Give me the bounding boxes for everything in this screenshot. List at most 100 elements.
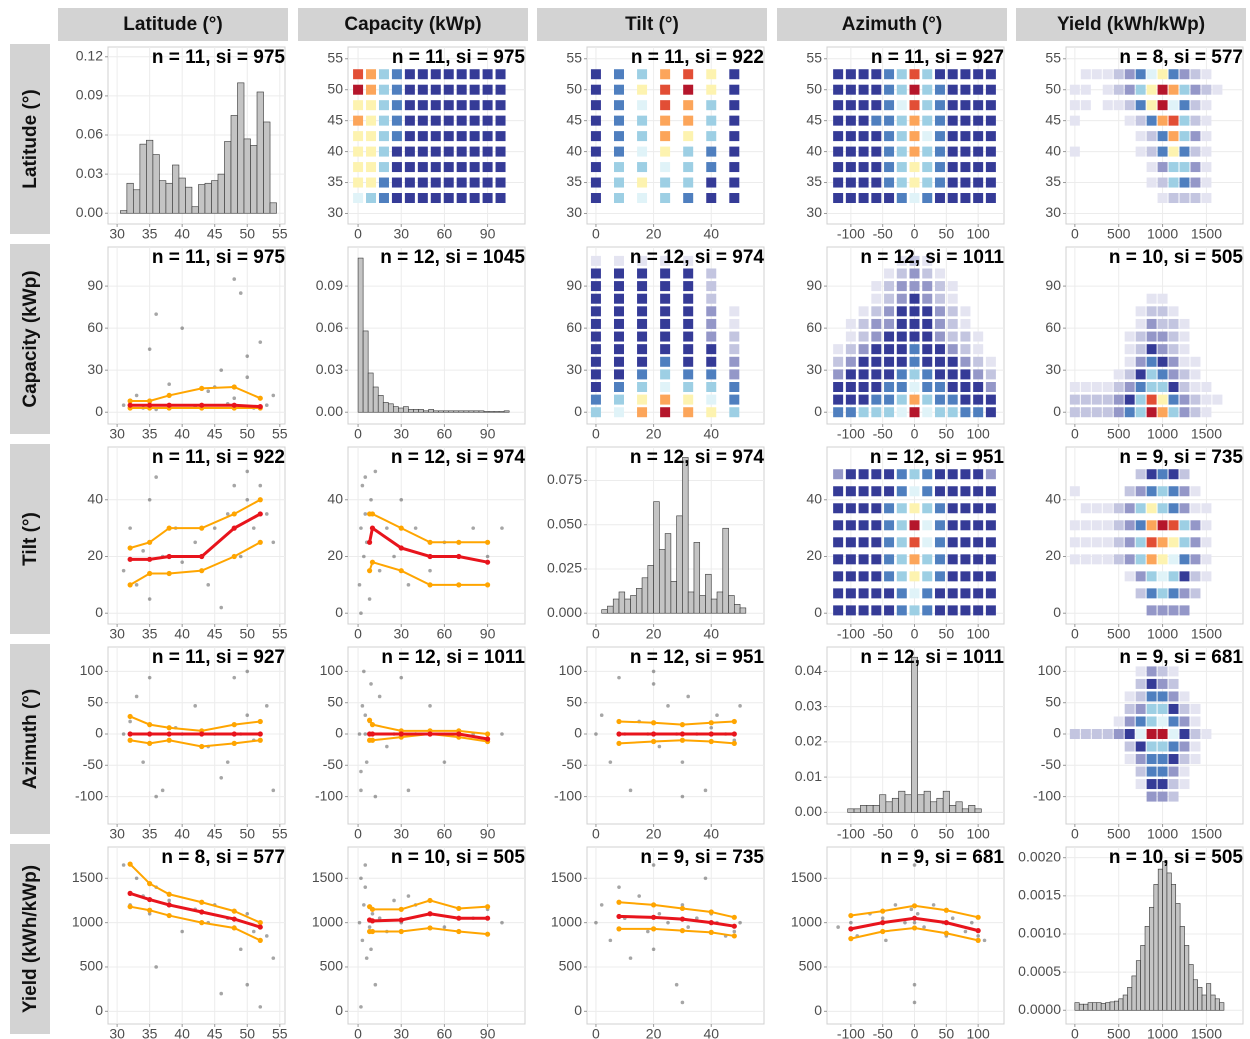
- heatmap-tile: [1146, 115, 1157, 126]
- heatmap-tile: [1113, 369, 1124, 380]
- heatmap-tile: [1168, 193, 1179, 204]
- scatter-point: [357, 583, 362, 587]
- summary-point: [366, 568, 373, 574]
- heatmap-tile: [1146, 791, 1157, 802]
- histogram-bar: [1166, 872, 1172, 1011]
- heatmap-tile: [947, 356, 958, 367]
- x-tick-label: 35: [142, 626, 158, 642]
- heatmap-tile: [1069, 84, 1080, 95]
- heatmap-tile: [871, 281, 882, 292]
- heatmap-tile: [1146, 588, 1157, 599]
- heatmap-tile: [729, 100, 740, 111]
- heatmap-tile: [1190, 407, 1201, 418]
- heatmap-tile: [973, 369, 984, 380]
- column-strip: [298, 8, 528, 41]
- heatmap-tile: [922, 115, 933, 126]
- heatmap-tile: [884, 293, 895, 304]
- histogram-bar: [624, 598, 631, 614]
- scatter-point: [232, 277, 237, 281]
- heatmap-tile: [1168, 588, 1179, 599]
- heatmap-tile: [637, 293, 648, 304]
- heatmap-tile: [1080, 728, 1091, 739]
- summary-point: [484, 736, 491, 742]
- histogram-bar: [159, 180, 167, 214]
- x-tick-label: 40: [703, 826, 719, 842]
- histogram-bar: [612, 598, 620, 614]
- heatmap-tile: [1168, 100, 1179, 111]
- heatmap-tile: [417, 100, 428, 111]
- summary-point: [257, 404, 263, 410]
- scatter-point: [238, 947, 243, 952]
- summary-point: [943, 920, 949, 926]
- heatmap-tile: [922, 407, 933, 418]
- heatmap-tile: [590, 318, 601, 329]
- scatter-point: [369, 947, 373, 952]
- panel-annotation: n = 11, si = 975: [392, 47, 526, 68]
- heatmap-tile: [1201, 407, 1212, 418]
- heatmap-tile: [922, 520, 933, 531]
- scatter-point: [238, 554, 243, 559]
- summary-line: [129, 739, 261, 748]
- y-tick-label: 500: [320, 958, 344, 974]
- heatmap-tile: [482, 146, 493, 157]
- summary-point: [166, 553, 172, 560]
- heatmap-tile: [960, 100, 971, 111]
- heatmap-tile: [1157, 293, 1168, 304]
- heatmap-tile: [973, 554, 984, 565]
- heatmap-tile: [660, 268, 671, 279]
- heatmap-tile: [456, 115, 467, 126]
- heatmap-tile: [973, 407, 984, 418]
- heatmap-tile: [1146, 486, 1157, 497]
- y-tick-label: 40: [87, 490, 103, 506]
- y-tick-label: 0.00: [316, 403, 343, 419]
- heatmap-tile: [637, 177, 648, 188]
- heatmap-tile: [1146, 691, 1157, 702]
- x-tick-label: 30: [393, 426, 409, 442]
- heatmap-tile: [378, 69, 389, 80]
- heatmap-tile: [1069, 537, 1080, 548]
- y-tick-label: 20: [1045, 547, 1061, 563]
- scatter-point: [884, 938, 888, 943]
- heatmap-tile: [1080, 84, 1091, 95]
- heatmap-tile: [845, 605, 856, 616]
- heatmap-tile: [909, 146, 920, 157]
- summary-point: [147, 907, 153, 913]
- y-tick-label: 1000: [72, 913, 103, 929]
- heatmap-tile: [858, 115, 869, 126]
- y-tick-label: 100: [320, 662, 344, 678]
- histogram-bar: [139, 143, 147, 214]
- scatter-point: [666, 920, 670, 925]
- summary-point: [708, 731, 714, 737]
- heatmap-tile: [845, 177, 856, 188]
- scatter-point: [608, 760, 613, 764]
- heatmap-tile: [1146, 703, 1157, 714]
- heatmap-tile: [1157, 779, 1168, 790]
- x-tick-label: 0: [354, 426, 362, 442]
- y-tick-label: 40: [806, 142, 822, 158]
- x-tick-label: -50: [873, 226, 893, 242]
- summary-point: [880, 928, 886, 935]
- heatmap-tile: [1146, 318, 1157, 329]
- heatmap-tile: [1124, 382, 1135, 393]
- summary-point: [679, 731, 686, 737]
- heatmap-tile: [1135, 741, 1146, 752]
- scatter-point: [369, 497, 373, 502]
- panel-annotation: n = 12, si = 1011: [860, 647, 1004, 668]
- heatmap-tile: [947, 554, 958, 565]
- histogram-bar: [372, 386, 379, 413]
- heatmap-tile: [845, 69, 856, 80]
- scatter-point: [982, 938, 987, 943]
- summary-point: [166, 912, 172, 919]
- heatmap-tile: [1146, 69, 1157, 80]
- heatmap-tile: [706, 268, 717, 279]
- summary-point: [427, 539, 433, 545]
- histogram-bar: [204, 182, 212, 214]
- heatmap-tile: [1190, 356, 1201, 367]
- heatmap-tile: [482, 131, 493, 142]
- heatmap-tile: [1190, 741, 1201, 752]
- heatmap-tile: [1201, 69, 1212, 80]
- heatmap-tile: [613, 394, 624, 405]
- heatmap-tile: [922, 69, 933, 80]
